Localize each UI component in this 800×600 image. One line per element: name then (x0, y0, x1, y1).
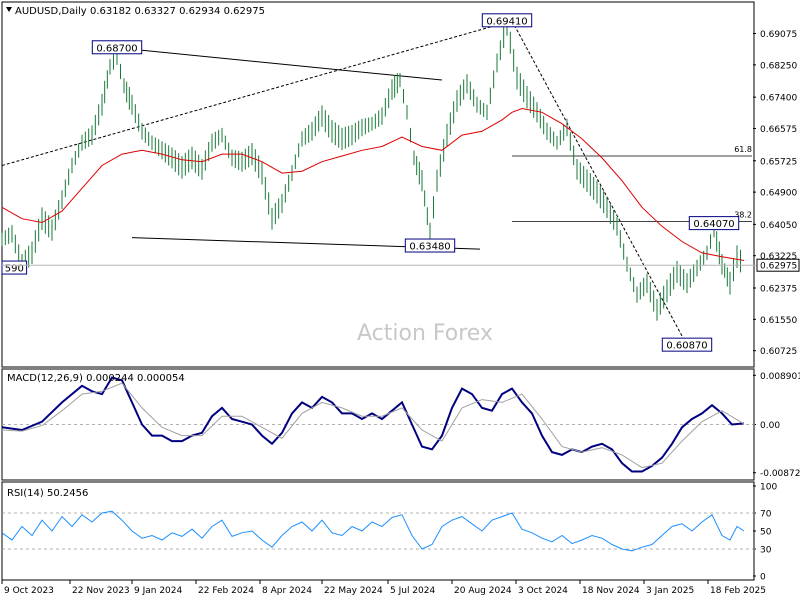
rsi-panel: 100 70 50 30 0 RSI(14) 50.2456 (1, 483, 777, 583)
time-tick-label: 22 Feb 2024 (198, 586, 254, 596)
trendline-dotted (511, 20, 688, 346)
annotation-box (688, 216, 740, 231)
trendline-solid (116, 47, 443, 81)
last-price-marker: 0.62975 (2, 258, 800, 272)
time-tick-label: 18 Nov 2024 (582, 586, 640, 596)
moving-average-line (1, 107, 745, 261)
price-y-tick-label: 0.64900 (760, 189, 797, 199)
rsi-y-tick-label: 30 (760, 546, 772, 556)
rsi-y-tick-label: 100 (760, 483, 777, 493)
chart-header: AUDUSD,Daily 0.63182 0.63327 0.62934 0.6… (6, 6, 265, 17)
macd-title: MACD(12,26,9) 0.000244 0.000054 (7, 373, 185, 384)
macd-series (1, 376, 756, 473)
rsi-y-tick-label: 0 (760, 573, 766, 583)
annotation-label: 0.64070 (693, 219, 734, 230)
price-y-tick-label: 0.63225 (760, 252, 797, 262)
annotation-box (481, 13, 533, 28)
annotation-box (91, 40, 143, 55)
price-y-tick-label: 0.61550 (760, 316, 797, 326)
last-price-label: 0.62975 (760, 262, 797, 272)
macd-signal-line (1, 382, 745, 469)
price-y-axis: 0.69075 0.68250 0.67400 0.66575 0.65725 0.649… (753, 30, 797, 357)
price-y-tick-label: 0.64050 (760, 221, 797, 231)
price-y-tick-label: 0.67400 (760, 94, 797, 104)
price-panel-frame (1, 1, 755, 368)
annotation-label: 0.69410 (486, 16, 527, 27)
macd-macd-line (1, 376, 745, 473)
macd-y-tick-label: -0.008729 (760, 469, 800, 479)
annotation-label: 0.60870 (666, 341, 707, 352)
annotation-label: 0.63480 (409, 242, 450, 253)
rsi-title: RSI(14) 50.2456 (7, 488, 88, 499)
time-tick-label: 5 Jul 2024 (390, 586, 435, 596)
rsi-y-tick-label: 70 (760, 510, 772, 520)
trendline-dotted (1, 20, 513, 166)
dropdown-triangle-icon (6, 7, 12, 12)
price-y-tick-label: 0.60725 (760, 347, 797, 357)
price-y-tick-label: 0.65725 (760, 157, 797, 167)
time-tick-label: 3 Jan 2025 (646, 586, 694, 596)
annotation-label: 0.68700 (96, 43, 137, 54)
price-series (1, 14, 745, 321)
rsi-series (1, 510, 756, 552)
time-tick-label: 22 Nov 2023 (72, 586, 130, 596)
time-axis: 9 Oct 2023 22 Nov 2023 9 Jan 2024 22 Feb 20… (1, 580, 766, 596)
price-y-tick-label: 0.66575 (760, 125, 797, 135)
time-tick-label: 3 Oct 2024 (518, 586, 568, 596)
annotation-box (661, 337, 713, 352)
annotation-box (404, 238, 456, 253)
price-y-tick-label: 0.62375 (760, 284, 797, 294)
time-tick-label: 9 Oct 2023 (4, 586, 54, 596)
series-close (1, 14, 741, 321)
time-tick-label: 18 Feb 2025 (710, 586, 766, 596)
annotation-box (1, 260, 28, 275)
price-panel: Action Forex 0.69075 0.68250 0.67400 0.6657… (1, 6, 800, 357)
fib-level-label: 61.8 (734, 145, 752, 154)
price-y-tick-label: 0.69075 (760, 30, 797, 40)
macd-y-tick-label: 0.00 (760, 421, 780, 431)
fib-level-label: 38.2 (734, 210, 752, 219)
price-annotations: 0.68700 0.69410 0.63480 0.64070 0.60870 590 (1, 13, 740, 352)
ohlc-values: 0.63182 0.63327 0.62934 0.62975 (90, 6, 265, 17)
price-annotation: 0.60870 (661, 337, 713, 352)
time-tick-label: 8 Apr 2024 (262, 586, 312, 596)
time-tick-label: 9 Jan 2024 (134, 586, 182, 596)
annotation-label: 590 (5, 264, 24, 275)
price-annotation: 0.63480 (404, 238, 456, 253)
series-moving-average (1, 107, 745, 261)
price-annotation: 590 (1, 260, 28, 275)
macd-panel: 0.008901 0.00 -0.008729 MACD(12,26,9) 0.00… (1, 372, 800, 479)
time-tick-label: 20 Aug 2024 (454, 586, 512, 596)
rsi-y-tick-label: 50 (760, 528, 772, 538)
time-tick-label: 22 May 2024 (324, 586, 383, 596)
macd-y-tick-label: 0.008901 (760, 372, 800, 382)
last-price-tag (756, 258, 800, 272)
chart-title: AUDUSD,Daily (15, 6, 87, 17)
price-annotation: 0.68700 (91, 40, 143, 55)
price-annotation: 0.64070 (688, 216, 740, 231)
rsi-line (1, 510, 745, 552)
watermark-text: Action Forex (357, 321, 493, 346)
price-y-tick-label: 0.68250 (760, 61, 797, 71)
price-annotation: 0.69410 (481, 13, 533, 28)
